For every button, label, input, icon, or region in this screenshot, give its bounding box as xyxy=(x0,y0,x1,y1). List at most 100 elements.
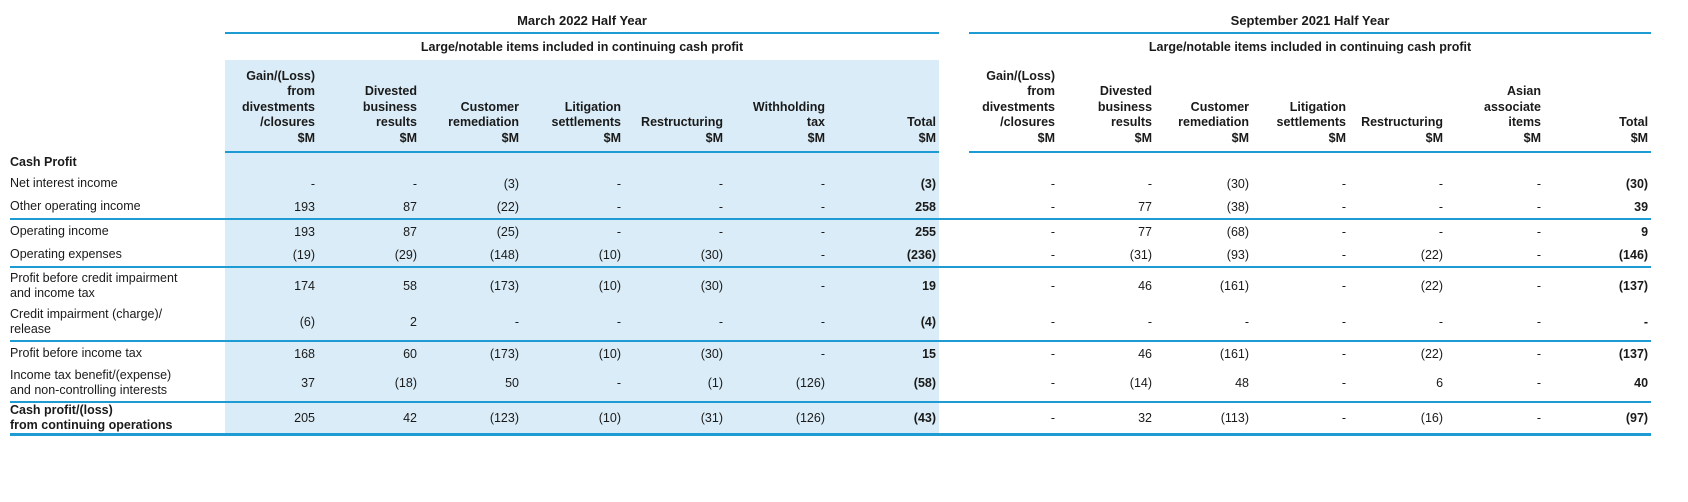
total-cell xyxy=(837,152,940,172)
data-cell: - xyxy=(531,219,633,243)
group-gap xyxy=(939,341,969,365)
column-header: Gain/(Loss) from divestments /closures $… xyxy=(225,60,327,153)
data-cell: - xyxy=(1341,279,1347,293)
total-cell: 9 xyxy=(1641,224,1649,239)
total-cell: 40 xyxy=(1553,365,1652,403)
data-cell: (126) xyxy=(735,365,837,403)
column-header: Customer remediation $M xyxy=(429,60,531,153)
table-row: Net interest income - - (3) - - - (3) - - (30) - - -(… xyxy=(10,172,1651,195)
data-cell xyxy=(1455,152,1553,172)
total-cell: 19 xyxy=(837,267,940,304)
data-cell: - xyxy=(969,243,1068,268)
group-gap xyxy=(939,60,969,152)
data-cell: - xyxy=(633,304,735,342)
table-row: Profit before credit impairment and inco… xyxy=(10,267,1651,304)
total-cell: (3) xyxy=(837,172,940,195)
data-cell xyxy=(1164,152,1261,172)
data-cell: - xyxy=(969,365,1068,403)
row-label: Net interest income xyxy=(10,176,118,190)
subtitle-row: Large/notable items included in continui… xyxy=(10,33,1651,60)
data-cell: - xyxy=(327,172,429,195)
data-cell: 48 xyxy=(1164,365,1262,403)
data-cell: - xyxy=(735,304,837,342)
data-cell: - xyxy=(1536,346,1542,361)
data-cell xyxy=(1261,152,1358,172)
data-cell: 42 xyxy=(327,402,429,436)
column-header: Customer remediation $M xyxy=(1164,60,1262,153)
data-cell: (126) xyxy=(735,402,837,436)
data-cell: (10) xyxy=(531,341,633,365)
data-cell: 87 xyxy=(327,219,429,243)
data-cell: (10) xyxy=(531,243,633,268)
data-cell: (148) xyxy=(429,243,531,268)
data-cell xyxy=(531,152,633,172)
row-label: Operating income xyxy=(10,224,109,238)
table-row: Other operating income 193 87 (22) - - -258-77… xyxy=(10,195,1652,220)
data-cell: - xyxy=(531,195,633,220)
data-cell xyxy=(327,152,429,172)
data-cell: - xyxy=(1536,224,1542,239)
march-subtitle: Large/notable items included in continui… xyxy=(420,40,744,54)
data-cell xyxy=(735,152,837,172)
data-cell: (18) xyxy=(327,365,429,403)
data-cell: (30) xyxy=(633,341,735,365)
data-cell: 6 xyxy=(1358,365,1456,403)
data-cell: - xyxy=(1261,195,1359,220)
total-cell: (43) xyxy=(837,402,940,436)
column-header: Restructuring $M xyxy=(1358,60,1456,153)
data-cell: (3) xyxy=(429,172,531,195)
data-cell: (161) xyxy=(1219,346,1250,361)
data-cell xyxy=(969,152,1067,172)
data-cell: - xyxy=(1438,224,1444,239)
data-cell: - xyxy=(633,195,735,220)
data-cell: 205 xyxy=(225,402,327,436)
data-cell: 50 xyxy=(429,365,531,403)
data-cell: - xyxy=(1341,176,1347,191)
data-cell: 46 xyxy=(1138,346,1153,361)
group-gap xyxy=(939,172,969,195)
data-cell: - xyxy=(225,172,327,195)
data-cell: (16) xyxy=(1358,402,1456,436)
row-label: Credit impairment (charge)/ release xyxy=(10,304,225,342)
total-cell: 39 xyxy=(1553,195,1652,220)
data-cell: (22) xyxy=(1358,243,1456,268)
column-header: Total $M xyxy=(837,60,940,153)
data-cell xyxy=(225,152,327,172)
label-column-header xyxy=(10,60,225,152)
data-cell: - xyxy=(735,341,837,365)
table-body: Cash Profit Net interest income - - (3) - - - (3… xyxy=(10,152,1652,436)
total-cell: (146) xyxy=(1553,243,1652,268)
total-cell: (137) xyxy=(1618,346,1649,361)
data-cell: (6) xyxy=(225,304,327,342)
data-cell: (10) xyxy=(531,267,633,304)
data-cell: 46 xyxy=(1138,279,1153,293)
row-label: Income tax benefit/(expense) and non-con… xyxy=(10,365,225,403)
data-cell: - xyxy=(735,195,837,220)
column-header: Litigation settlements $M xyxy=(531,60,633,153)
group-gap xyxy=(939,267,969,304)
data-cell: - xyxy=(1147,176,1153,191)
corner-spacer xyxy=(10,8,225,33)
period-title-row: March 2022 Half Year September 2021 Half… xyxy=(10,8,1652,34)
column-header: Divested business results $M xyxy=(1067,60,1165,153)
data-cell: (22) xyxy=(1420,346,1444,361)
data-cell: (30) xyxy=(633,243,735,268)
data-cell: (10) xyxy=(531,402,633,436)
data-cell: (113) xyxy=(1164,402,1262,436)
data-cell: - xyxy=(1050,224,1056,239)
data-cell: (173) xyxy=(429,267,531,304)
data-cell: 60 xyxy=(327,341,429,365)
data-cell: - xyxy=(1261,304,1359,342)
data-cell: (14) xyxy=(1067,365,1165,403)
total-cell: (137) xyxy=(1618,279,1649,293)
data-cell: - xyxy=(1261,243,1359,268)
table-row: Cash profit/(loss) from continuing opera… xyxy=(10,402,1652,436)
column-header: Gain/(Loss) from divestments /closures $… xyxy=(969,60,1068,153)
row-label: Other operating income xyxy=(10,195,225,220)
row-label: Cash Profit xyxy=(10,154,77,169)
table-row: Cash Profit xyxy=(10,152,1651,172)
data-cell: - xyxy=(969,304,1068,342)
data-cell: - xyxy=(735,267,837,304)
data-cell: (161) xyxy=(1219,279,1250,293)
data-cell: - xyxy=(1341,346,1347,361)
